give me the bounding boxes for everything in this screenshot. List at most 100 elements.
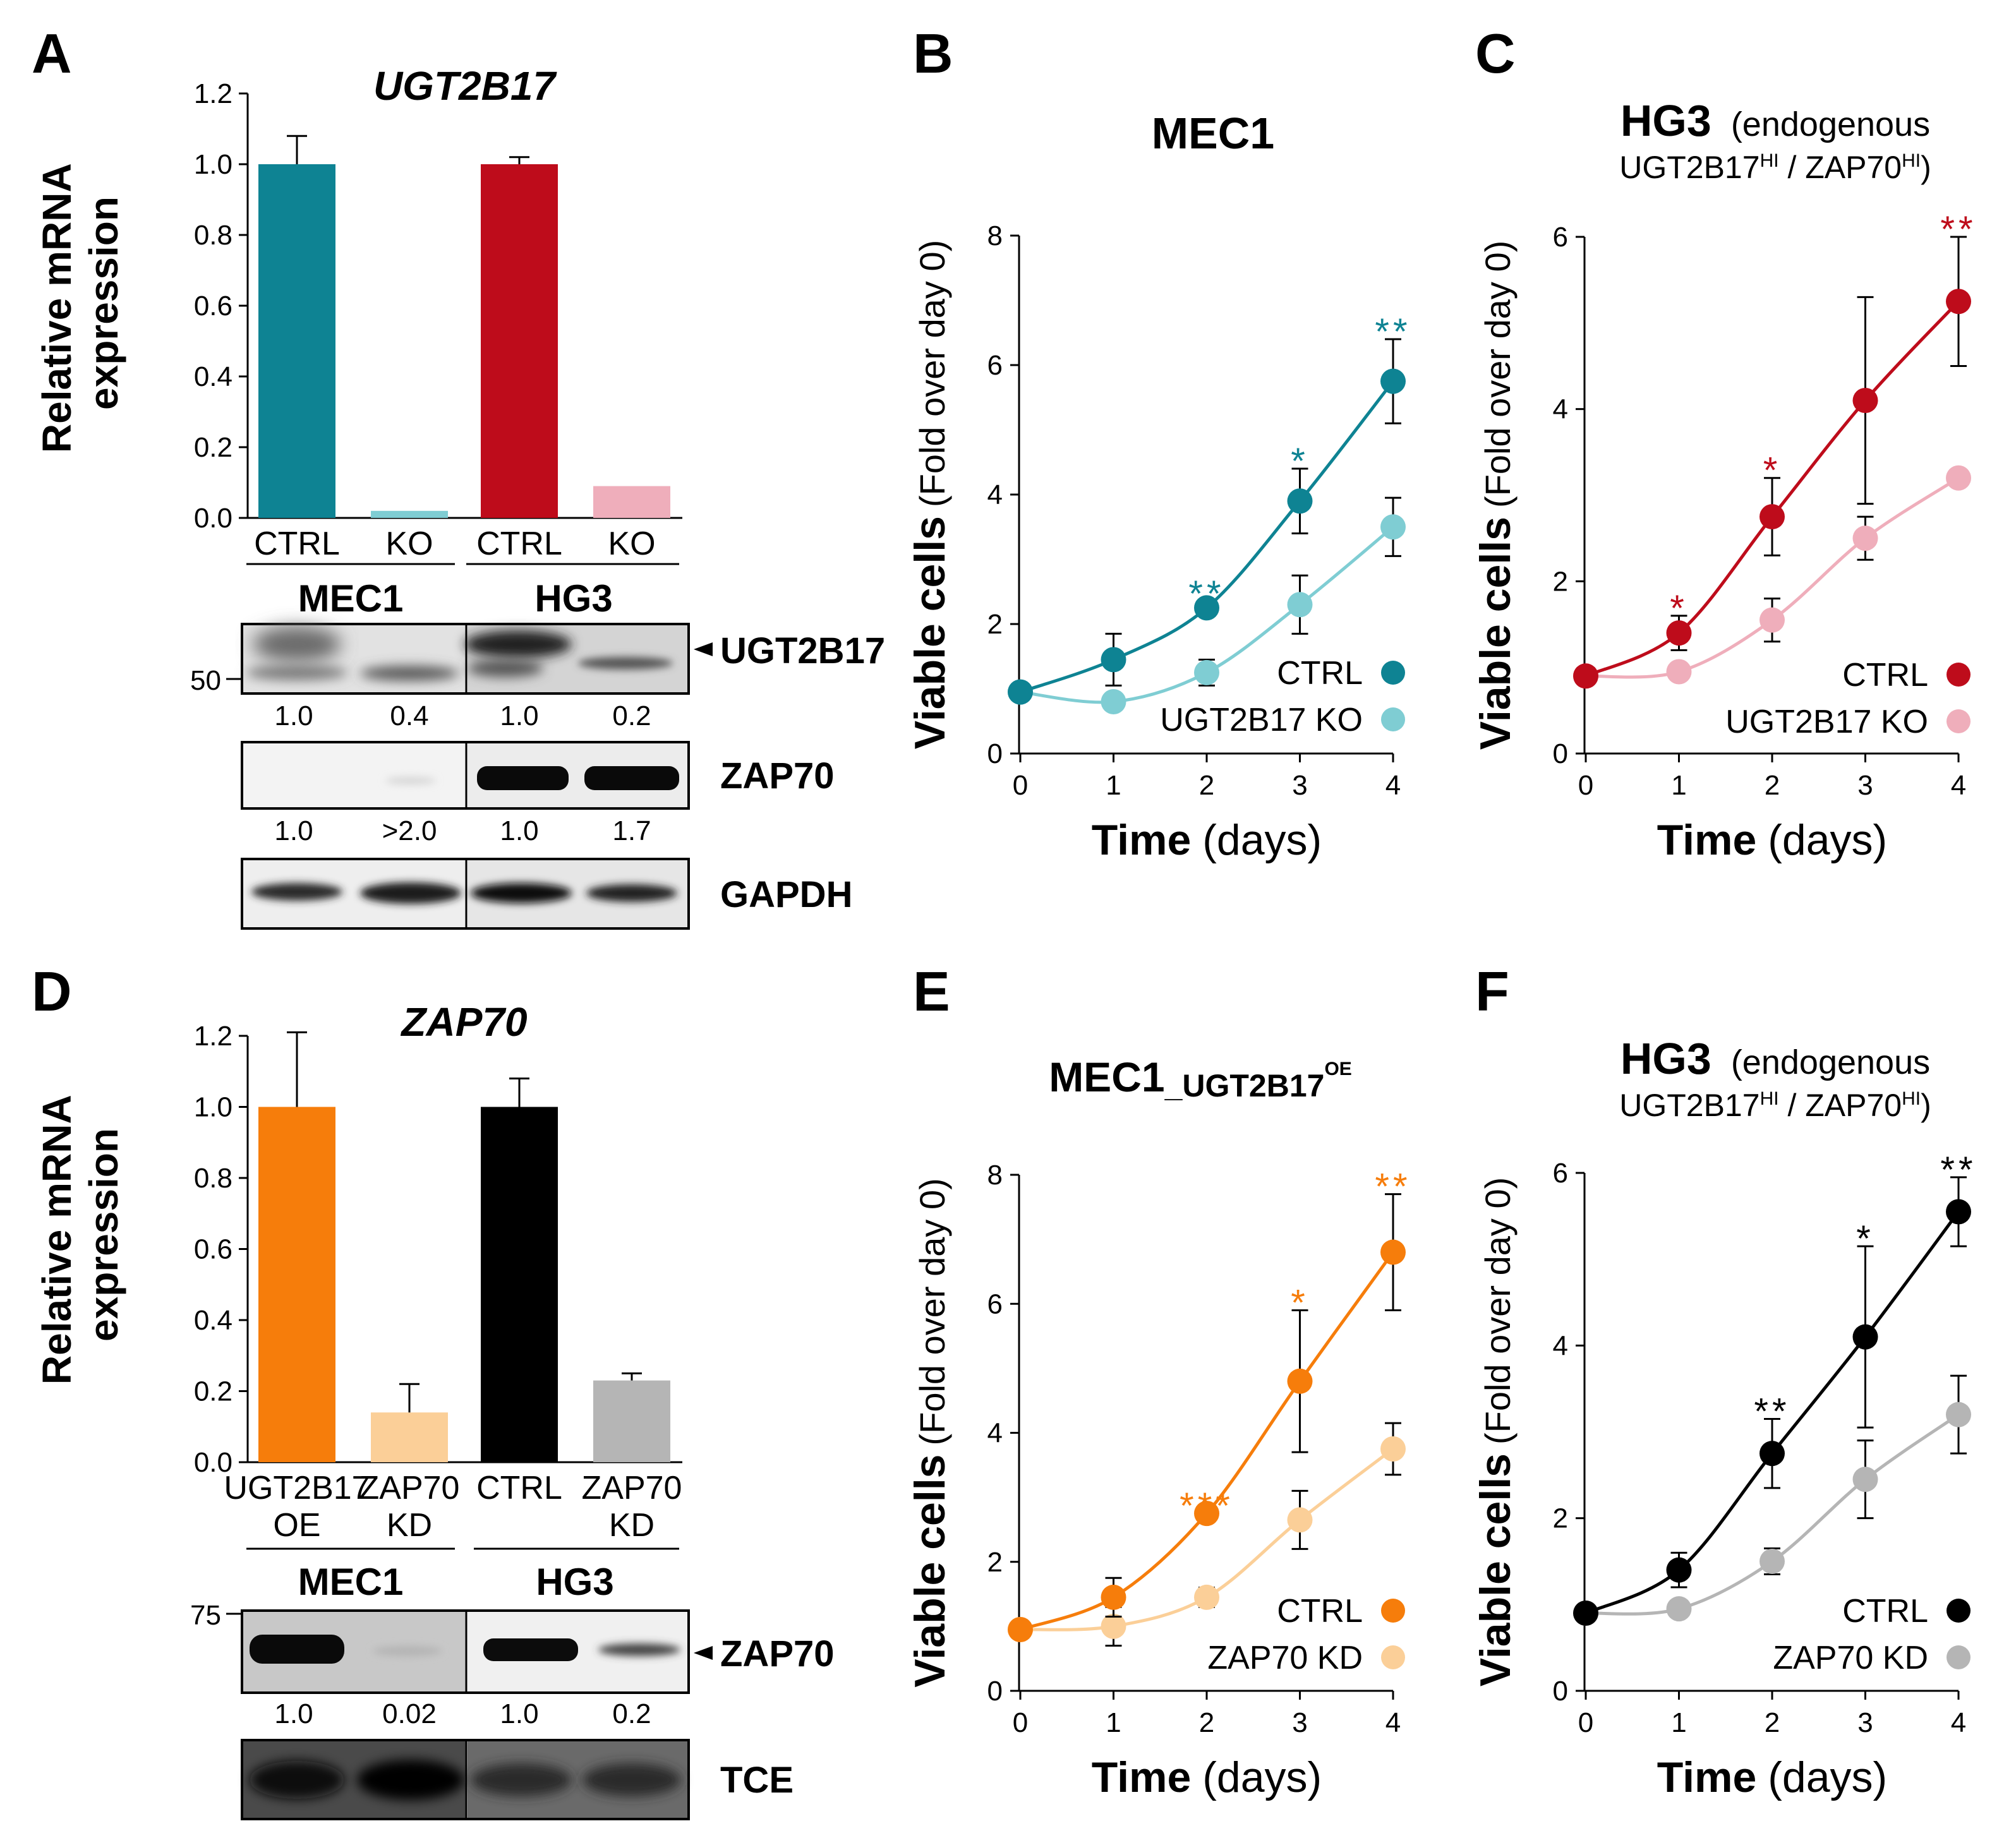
- blot-d-label-tce: TCE: [720, 1760, 794, 1801]
- x-tick-label: 3: [1292, 770, 1307, 801]
- legend-label: ZAP70 KD: [1207, 1640, 1363, 1676]
- blot-band: [586, 884, 677, 902]
- y-tick-label: 1.0: [194, 1092, 232, 1123]
- y-tick-label: 2: [1553, 1503, 1568, 1534]
- chart-c-sub-c: / ZAP70: [1779, 150, 1902, 185]
- blot-a-row-ugt2b17: 50 UGT2B17 1.0 0.4 1.0 0.2: [190, 623, 885, 731]
- blot-band: [251, 883, 342, 901]
- x-axis-label-bold: Time: [1657, 1753, 1756, 1801]
- y-tick-label: 4: [1553, 1330, 1568, 1361]
- significance-label: **: [1188, 574, 1224, 615]
- blot-d-arrow-icon: [694, 1646, 713, 1660]
- blot-a-label-ugt2b17: UGT2B17: [720, 630, 885, 671]
- y-axis-label-bold: Viable cells: [1471, 1453, 1519, 1686]
- data-point: [1852, 388, 1878, 414]
- y-tick-label: 6: [1553, 1158, 1568, 1189]
- data-point: [1194, 659, 1219, 685]
- data-point: [1287, 1507, 1313, 1533]
- significance-label: *: [1670, 588, 1688, 629]
- legend-marker: [1381, 707, 1405, 731]
- data-point: [1380, 1436, 1406, 1462]
- y-tick-label: 0.8: [194, 1163, 232, 1194]
- data-point: [1666, 620, 1692, 646]
- significance-label: **: [1375, 311, 1411, 352]
- legend-label: UGT2B17 KO: [1725, 704, 1928, 740]
- chart-f-sub-b: HI: [1760, 1088, 1779, 1109]
- blot-a-row-zap70: ZAP70 1.0 >2.0 1.0 1.7: [241, 741, 835, 846]
- y-axis-label: Viable cells (Fold over day 0): [906, 240, 954, 750]
- blot-a-quant: 0.4: [390, 700, 428, 731]
- y-tick-label: 0.0: [194, 503, 232, 534]
- data-point: [1946, 465, 1971, 491]
- data-point: [1380, 514, 1406, 540]
- x-axis-label-bold: Time: [1092, 816, 1191, 864]
- chart-a-ylabel-line2: expression: [81, 196, 126, 410]
- legend-label: CTRL: [1842, 657, 1928, 694]
- data-point: [1101, 647, 1126, 673]
- blot-d-quant: 0.2: [612, 1698, 651, 1729]
- legend-marker: [1381, 661, 1405, 685]
- y-tick-label: 1.2: [194, 78, 232, 109]
- x-tick-label: KO: [608, 526, 655, 562]
- legend-label: CTRL: [1277, 1593, 1363, 1630]
- x-axis-label: Time (days): [1092, 816, 1322, 864]
- data-point: [1759, 1441, 1785, 1467]
- blot-a-group-mec1: MEC1: [298, 577, 404, 620]
- blot-band: [385, 777, 436, 784]
- blot-band: [471, 883, 572, 903]
- x-tick-label: UGT2B17: [224, 1470, 370, 1506]
- panel-d-bar-chart: ZAP70 Relative mRNA expression 0.0 0.2 0.4…: [34, 999, 682, 1544]
- chart-c-subtitle-line2: UGT2B17HI / ZAP70HI): [1619, 150, 1931, 185]
- bar: [371, 1412, 448, 1462]
- chart-a-ylabel: Relative mRNA expression: [34, 153, 126, 453]
- chart-c-sub-a: UGT2B17: [1619, 150, 1759, 185]
- panel-letter-b: B: [913, 22, 953, 85]
- chart-d-title: ZAP70: [400, 999, 527, 1045]
- data-point: [1287, 488, 1313, 514]
- x-tick-label: 2: [1765, 770, 1780, 801]
- bar: [593, 486, 670, 518]
- data-point: [1666, 1596, 1692, 1622]
- x-tick-label: 1: [1671, 1707, 1686, 1738]
- y-tick-label: 4: [987, 479, 1003, 510]
- blot-a-row-gapdh: GAPDH: [241, 858, 852, 930]
- x-tick-label: 4: [1385, 1707, 1401, 1738]
- blot-a-quant: 1.7: [612, 815, 651, 846]
- legend-label: ZAP70 KD: [1773, 1640, 1928, 1676]
- chart-d-ylabel-line2: expression: [81, 1128, 126, 1342]
- panel-a-bar-chart: UGT2B17 Relative mRNA expression 0.0 0.2 0…: [34, 63, 682, 562]
- y-tick-label: 1.2: [194, 1021, 232, 1052]
- chart-e-title-main: MEC1: [1049, 1054, 1164, 1100]
- blot-band: [357, 1760, 464, 1800]
- blot-band: [246, 665, 347, 680]
- blot-a-quant: >2.0: [382, 815, 437, 846]
- y-axis-label: Viable cells (Fold over day 0): [906, 1178, 954, 1688]
- y-tick-label: 6: [987, 1288, 1003, 1319]
- panel-letter-e: E: [913, 960, 950, 1023]
- y-tick-label: 0.0: [194, 1447, 232, 1478]
- legend-marker: [1947, 709, 1971, 733]
- x-tick-label: 3: [1857, 1707, 1873, 1738]
- blot-band: [253, 627, 341, 662]
- y-tick-label: 8: [987, 1160, 1003, 1191]
- blot-d-group-hg3: HG3: [536, 1561, 613, 1603]
- chart-c-sub-b: HI: [1760, 150, 1779, 171]
- y-tick-label: 0: [1553, 738, 1568, 769]
- data-point: [1666, 659, 1692, 685]
- data-point: [1101, 1584, 1126, 1610]
- data-point: [1946, 289, 1971, 315]
- x-axis-label: Time (days): [1657, 1753, 1887, 1801]
- blot-band: [360, 882, 461, 904]
- y-tick-label: 0.6: [194, 1234, 232, 1265]
- legend-marker: [1381, 1645, 1405, 1669]
- panel-letter-f: F: [1475, 960, 1509, 1023]
- panel-c-line-chart: HG3 (endogenous UGT2B17HI / ZAP70HI) 024…: [1471, 96, 1973, 864]
- bar: [481, 1107, 558, 1462]
- data-point: [1008, 1616, 1033, 1642]
- x-axis-label-bold: Time: [1657, 816, 1756, 864]
- legend-marker: [1381, 1599, 1405, 1623]
- y-axis-label-rest: (Fold over day 0): [912, 1178, 952, 1445]
- data-point: [1101, 1613, 1126, 1639]
- x-tick-label: 2: [1765, 1707, 1780, 1738]
- bar: [371, 510, 448, 518]
